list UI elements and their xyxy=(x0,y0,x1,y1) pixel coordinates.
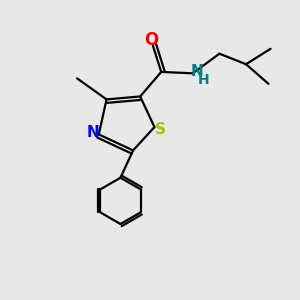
Text: O: O xyxy=(144,32,158,50)
Text: H: H xyxy=(198,73,210,87)
Text: S: S xyxy=(154,122,166,137)
Text: N: N xyxy=(190,64,203,79)
Text: N: N xyxy=(87,125,100,140)
